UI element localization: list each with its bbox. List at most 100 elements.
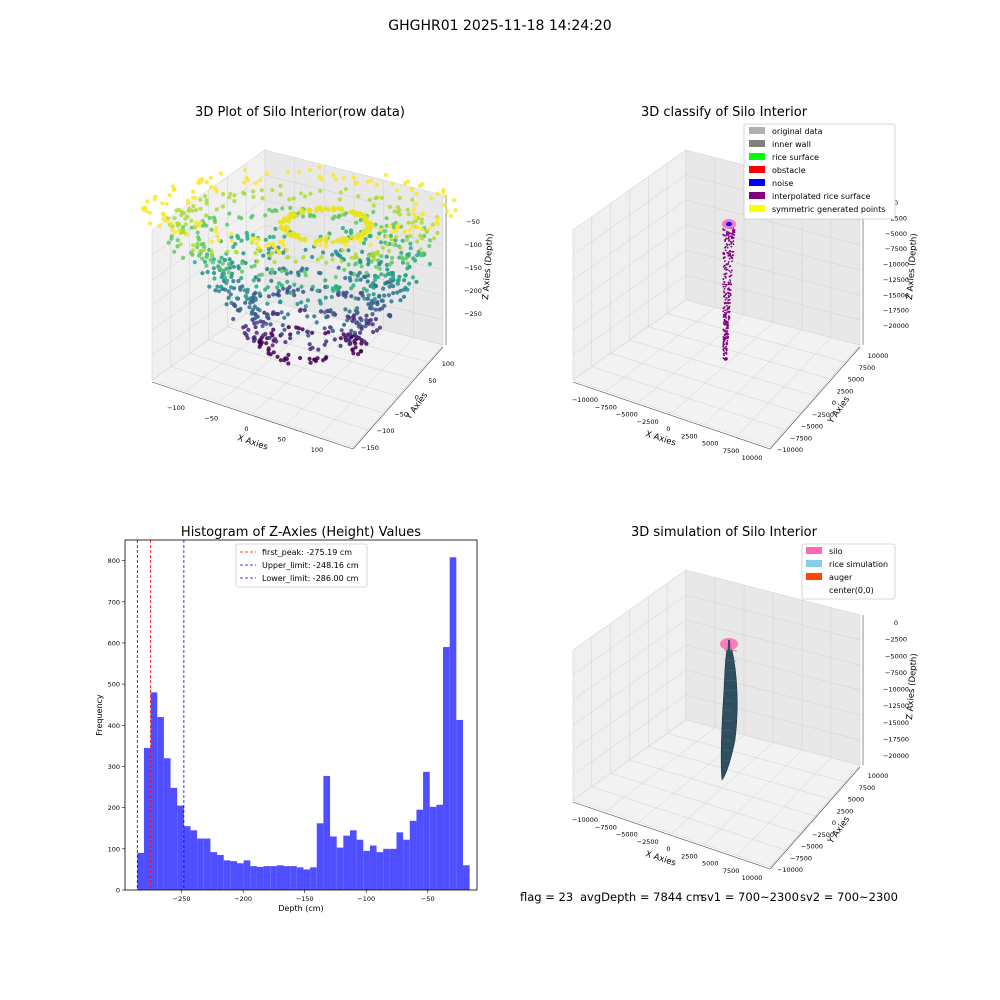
depth-point xyxy=(387,262,392,267)
y-tick-label: 500 xyxy=(108,681,120,689)
depth-point xyxy=(240,269,245,274)
depth-point xyxy=(164,219,169,224)
depth-point xyxy=(263,331,268,337)
interpolated-point xyxy=(729,232,732,235)
histogram-bar xyxy=(210,852,218,890)
interpolated-point xyxy=(722,329,725,331)
depth-point xyxy=(204,180,209,185)
depth-point xyxy=(332,337,337,342)
surface-mesh-line xyxy=(723,669,736,672)
depth-point xyxy=(435,216,440,221)
depth-point xyxy=(313,242,318,247)
interpolated-point xyxy=(725,317,727,319)
interpolated-point xyxy=(731,260,733,262)
legend-swatch xyxy=(749,166,765,173)
depth-point xyxy=(147,221,153,226)
classify-3d-y-tick: 0 xyxy=(832,399,836,407)
grid-line xyxy=(572,594,861,676)
depth-point xyxy=(318,271,323,276)
depth-point xyxy=(420,182,425,187)
depth-point xyxy=(303,304,308,309)
legend-label: obstacle xyxy=(772,166,806,175)
depth-point xyxy=(167,193,172,198)
raw-3d-z-tick: −150 xyxy=(464,264,482,272)
depth-point xyxy=(401,294,407,299)
depth-point xyxy=(448,213,453,219)
histogram-bar xyxy=(316,823,324,890)
depth-point xyxy=(356,352,361,357)
interpolated-point xyxy=(729,281,732,283)
depth-point xyxy=(164,201,169,206)
interpolated-point xyxy=(726,330,729,332)
depth-point xyxy=(452,198,457,203)
depth-point xyxy=(338,343,343,348)
depth-point xyxy=(435,230,440,236)
depth-point xyxy=(204,213,209,218)
depth-point xyxy=(245,236,250,241)
depth-point xyxy=(217,259,222,264)
histogram-bar xyxy=(250,866,257,890)
simulation-3d-x-tick: 7500 xyxy=(723,867,740,875)
classify-3d-z-tick: −20000 xyxy=(883,322,909,330)
depth-point xyxy=(301,289,306,294)
interpolated-point xyxy=(724,333,727,336)
depth-point xyxy=(215,234,220,239)
depth-point xyxy=(211,266,216,271)
depth-point xyxy=(312,214,317,219)
classify-legend-frame xyxy=(743,123,896,220)
depth-point xyxy=(374,264,379,269)
depth-point xyxy=(375,235,381,240)
depth-point xyxy=(316,347,321,352)
depth-point xyxy=(286,352,291,357)
legend-swatch xyxy=(749,192,765,199)
interpolated-point xyxy=(726,331,728,334)
depth-point xyxy=(287,197,292,202)
depth-point xyxy=(387,204,393,210)
depth-point xyxy=(324,244,329,249)
histogram-bar xyxy=(383,848,390,890)
raw-3d-y-tick: 100 xyxy=(442,360,454,368)
depth-point xyxy=(362,339,367,344)
depth-point xyxy=(317,174,322,179)
depth-point xyxy=(390,181,395,186)
depth-point xyxy=(190,248,195,253)
depth-point xyxy=(215,284,220,289)
interpolated-point xyxy=(724,272,727,275)
depth-point xyxy=(308,191,313,196)
depth-point xyxy=(190,195,195,200)
depth-point xyxy=(390,275,395,281)
interpolated-point xyxy=(728,251,730,254)
depth-point xyxy=(395,290,400,295)
depth-point xyxy=(372,277,378,283)
depth-point xyxy=(248,300,253,306)
depth-point xyxy=(166,240,171,245)
depth-point xyxy=(175,244,180,249)
depth-point xyxy=(281,286,286,291)
legend-swatch xyxy=(749,153,765,160)
depth-point xyxy=(198,248,203,253)
classify-3d-z-tick: −17500 xyxy=(883,307,909,315)
interpolated-point xyxy=(725,296,728,299)
y-tick-label: 0 xyxy=(116,887,120,895)
depth-point xyxy=(236,278,241,284)
depth-point xyxy=(181,255,186,260)
depth-point xyxy=(403,285,408,291)
interpolated-point xyxy=(726,333,728,335)
simulation-3d-z-tick: −12500 xyxy=(883,702,909,710)
surface-mesh-line xyxy=(723,699,735,702)
depth-point xyxy=(368,233,373,239)
depth-point xyxy=(302,269,307,275)
classify-3d-x-tick: −2500 xyxy=(637,418,659,426)
depth-point xyxy=(319,255,324,260)
depth-point xyxy=(226,262,231,267)
classify-3d-y-tick: 5000 xyxy=(848,376,865,384)
legend-label: silo xyxy=(829,547,843,556)
depth-point xyxy=(368,178,374,183)
interpolated-point xyxy=(725,313,727,316)
depth-point xyxy=(226,295,231,300)
histogram-bar xyxy=(343,835,350,890)
legend-label: interpolated rice surface xyxy=(772,192,870,201)
depth-point xyxy=(266,247,272,252)
